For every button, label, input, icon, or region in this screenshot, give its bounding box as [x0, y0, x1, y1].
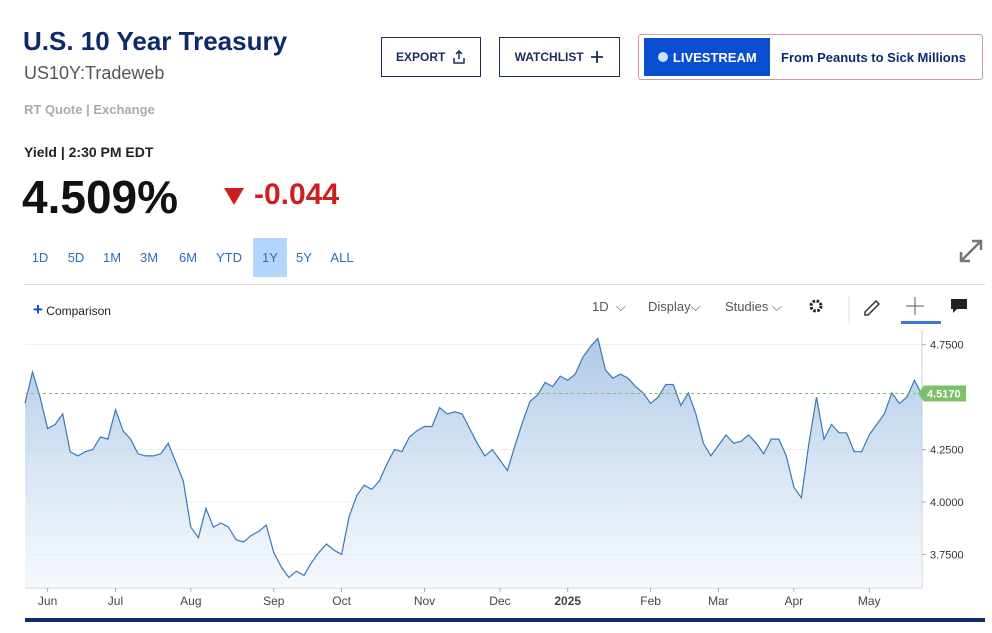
- x-tick-label: Apr: [785, 594, 804, 608]
- export-button[interactable]: EXPORT: [381, 37, 481, 77]
- yield-label: Yield | 2:30 PM EDT: [24, 144, 154, 160]
- crosshair-underline: [901, 321, 941, 324]
- watchlist-label: WATCHLIST: [514, 50, 584, 64]
- reference-badge: [918, 385, 966, 402]
- bottom-bar: [25, 618, 985, 622]
- area-fill: [25, 338, 922, 588]
- interval-button[interactable]: 1D ⌵: [592, 299, 626, 314]
- x-tick-label: Sep: [263, 594, 285, 608]
- x-tick-label: Oct: [332, 594, 351, 608]
- livestream-box[interactable]: LIVESTREAM From Peanuts to Sick Millions: [638, 34, 983, 80]
- plus-icon: [591, 51, 604, 63]
- range-tab[interactable]: 6M: [178, 250, 198, 265]
- expand-icon[interactable]: [958, 238, 984, 264]
- live-dot: [658, 52, 669, 62]
- reference-label: 4.5170: [927, 389, 961, 401]
- y-tick-label: 4.0000: [930, 497, 964, 509]
- title: U.S. 10 Year Treasury: [23, 26, 288, 56]
- export-icon: [453, 50, 465, 64]
- quote-source: RT Quote | Exchange: [24, 102, 155, 117]
- comparison-label: Comparison: [46, 304, 111, 318]
- x-tick-label: Aug: [180, 594, 201, 608]
- studies-button[interactable]: Studies ⌵: [725, 299, 782, 314]
- x-tick-label: May: [858, 594, 881, 608]
- toolbar-border: [24, 284, 985, 285]
- livestream-button[interactable]: LIVESTREAM: [644, 38, 770, 76]
- range-tab[interactable]: 5Y: [296, 250, 312, 265]
- toolbar-icons: [809, 296, 967, 324]
- livestream-label: LIVESTREAM: [672, 49, 757, 65]
- interval-label: 1D: [592, 299, 609, 314]
- x-tick-label: Dec: [489, 594, 510, 608]
- settings-icon[interactable]: [809, 299, 823, 313]
- studies-label: Studies: [725, 299, 769, 314]
- down-arrow: [224, 188, 244, 205]
- x-tick-label: Jul: [108, 594, 123, 608]
- x-tick-label: Feb: [640, 594, 661, 608]
- range-tab[interactable]: 1D: [31, 250, 49, 265]
- range-tab[interactable]: 5D: [67, 250, 85, 265]
- export-label: EXPORT: [395, 50, 446, 64]
- range-tab[interactable]: 1Y: [253, 238, 287, 277]
- comparison-button[interactable]: + Comparison: [33, 300, 111, 319]
- price: 4.509%: [22, 171, 179, 223]
- x-tick-label: Mar: [708, 594, 729, 608]
- y-tick-label: 4.2500: [930, 445, 964, 457]
- watchlist-button[interactable]: WATCHLIST: [499, 37, 620, 77]
- change: -0.044: [254, 178, 340, 211]
- range-tab[interactable]: 1M: [102, 250, 122, 265]
- range-tab[interactable]: YTD: [216, 250, 242, 265]
- display-button[interactable]: Display⌵: [648, 299, 701, 314]
- draw-icon[interactable]: [864, 299, 881, 316]
- symbol: US10Y:Tradeweb: [24, 63, 165, 83]
- range-tab[interactable]: ALL: [330, 250, 354, 265]
- comment-icon[interactable]: [951, 299, 967, 313]
- y-tick-label: 4.7500: [930, 340, 964, 352]
- promo-text[interactable]: From Peanuts to Sick Millions: [781, 50, 966, 65]
- y-tick-label: 3.7500: [930, 549, 964, 561]
- range-tab[interactable]: 3M: [139, 250, 159, 265]
- x-tick-label: Nov: [414, 594, 435, 608]
- x-tick-label: Jun: [38, 594, 57, 608]
- display-label: Display: [648, 299, 691, 314]
- crosshair-icon[interactable]: [906, 297, 924, 315]
- line: [24, 337, 923, 579]
- x-tick-label: 2025: [554, 594, 581, 608]
